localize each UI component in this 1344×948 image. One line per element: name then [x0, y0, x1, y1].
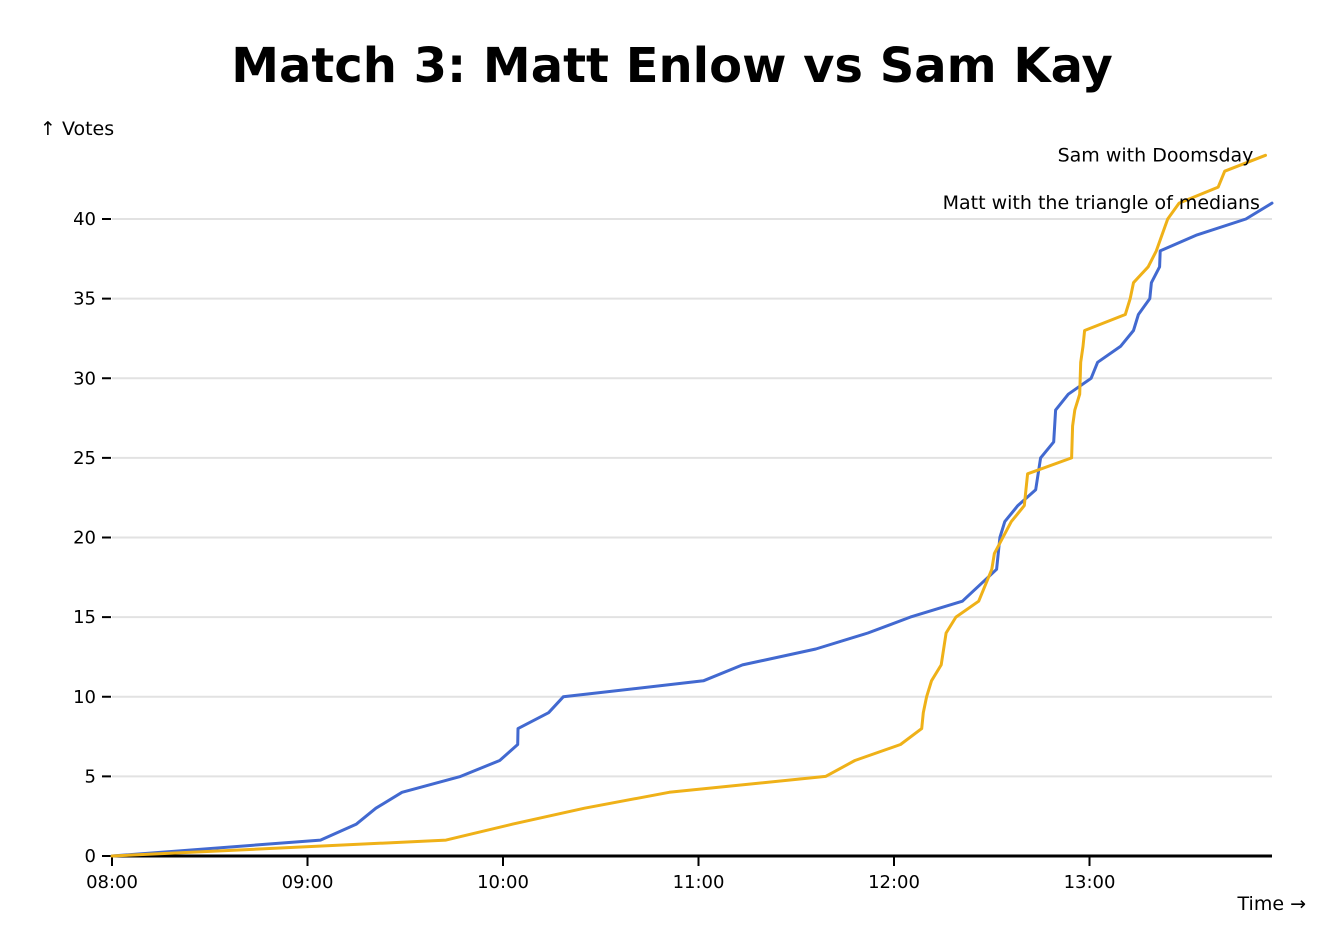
y-tick-label-35: 35 — [73, 289, 96, 310]
y-tick-label-10: 10 — [73, 687, 96, 708]
y-tick-label-30: 30 — [73, 368, 96, 389]
x-tick-label-10:00: 10:00 — [477, 872, 529, 893]
series-line-2 — [110, 153, 1267, 858]
y-axis: 0 5 10 15 20 25 30 35 40 — [73, 209, 111, 867]
series-label-1: Matt with the triangle of medians — [943, 192, 1260, 214]
y-axis-title: ↑ Votes — [40, 118, 114, 140]
y-tick-label-25: 25 — [73, 448, 96, 469]
series-lines — [110, 153, 1274, 858]
grid-lines — [112, 218, 1272, 778]
x-tick-label-08:00: 08:00 — [86, 872, 138, 893]
x-tick-label-11:00: 11:00 — [673, 872, 725, 893]
y-tick-label-5: 5 — [85, 766, 96, 787]
x-tick-label-13:00: 13:00 — [1064, 872, 1116, 893]
series-label-2: Sam with Doomsday — [1058, 144, 1254, 166]
y-tick-label-15: 15 — [73, 607, 96, 628]
chart-title: Match 3: Matt Enlow vs Sam Kay — [231, 38, 1113, 94]
y-tick-label-40: 40 — [73, 209, 96, 230]
y-tick-label-0: 0 — [85, 846, 96, 867]
y-tick-label-20: 20 — [73, 528, 96, 549]
x-axis: 08:00 09:00 10:00 11:00 12:00 13:00 — [86, 854, 1272, 893]
series-labels: Matt with the triangle of medians Sam wit… — [943, 144, 1260, 214]
x-axis-title: Time → — [1237, 893, 1306, 915]
series-line-1 — [110, 201, 1274, 858]
x-tick-label-09:00: 09:00 — [282, 872, 334, 893]
x-tick-label-12:00: 12:00 — [868, 872, 920, 893]
